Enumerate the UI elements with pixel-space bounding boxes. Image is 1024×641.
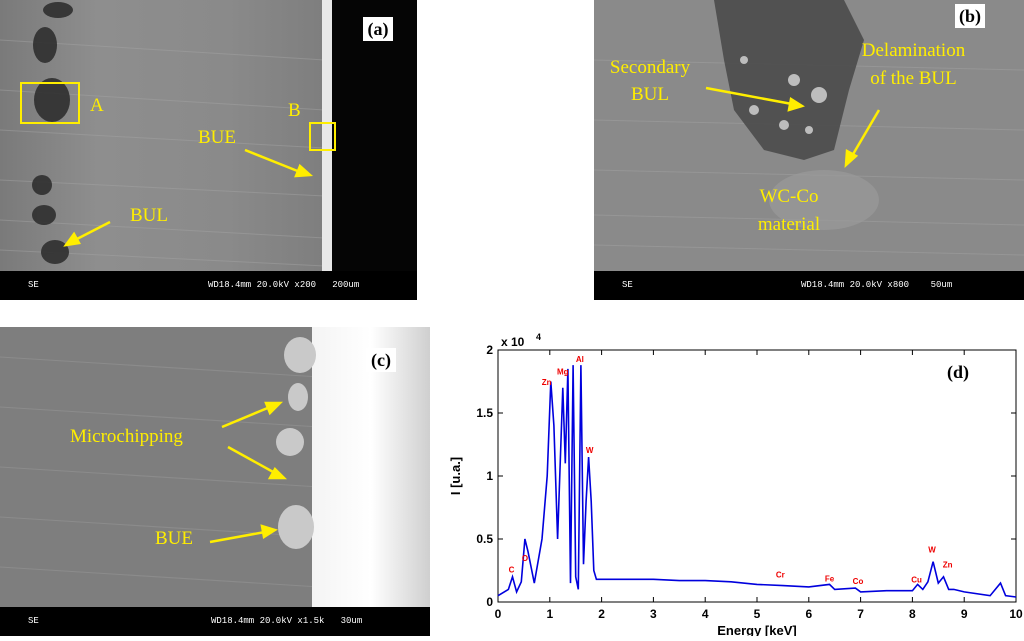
peak-label: Cr <box>776 571 785 580</box>
wcco-label-line2: material <box>757 214 821 235</box>
sem-panel-a: (a) A B BUE BUL SE WD18.4mm 20.0kV x200 … <box>0 0 417 300</box>
peak-label: C <box>509 566 515 575</box>
x-tick-label: 6 <box>805 607 812 621</box>
sem-panel-b: (b) Secondary BUL Delamination of the BU… <box>594 0 1024 300</box>
sem-image-b <box>594 0 1024 272</box>
bue-label: BUE <box>155 528 193 549</box>
y-multiplier-label: x 10 <box>501 335 525 349</box>
delamination-label-line1: Delamination <box>861 40 966 61</box>
scale-bar: SE WD18.4mm 20.0kV x200 200um <box>0 271 417 300</box>
x-tick-label: 0 <box>495 607 502 621</box>
peak-label: Mg <box>557 368 569 377</box>
x-axis-label: Energy [keV] <box>717 623 796 636</box>
spectrum-line <box>497 365 1017 598</box>
y-tick-label: 1.5 <box>476 406 493 420</box>
microchipping-label: Microchipping <box>70 426 183 447</box>
peak-label: W <box>586 446 594 455</box>
box-label-a: A <box>90 95 104 116</box>
detector-label: SE <box>28 616 39 626</box>
scale-bar: SE WD18.4mm 20.0kV x1.5k 30um <box>0 607 430 636</box>
x-tick-label: 7 <box>857 607 864 621</box>
x-tick-label: 10 <box>1009 607 1023 621</box>
y-multiplier-exponent: 4 <box>536 332 541 342</box>
panel-label: (a) <box>363 17 393 41</box>
panel-label: (d) <box>943 360 973 384</box>
panel-label: (b) <box>955 4 985 28</box>
bul-label: BUL <box>130 205 168 226</box>
x-tick-label: 8 <box>909 607 916 621</box>
bue-label: BUE <box>198 127 236 148</box>
peak-label: Co <box>853 577 864 586</box>
x-tick-label: 5 <box>754 607 761 621</box>
detector-label: SE <box>622 280 633 290</box>
y-tick-label: 1 <box>486 469 493 483</box>
y-tick-label: 0 <box>486 595 493 609</box>
spectrum-svg: 0 1 2 3 4 5 6 7 8 9 10 0 0.5 1 1.5 2 x 10 4 Energy [keV] I … <box>448 332 1023 638</box>
panel-label: (c) <box>366 348 396 372</box>
peak-label: Zn <box>542 378 552 387</box>
sem-image-c <box>0 327 430 608</box>
scale-bar: SE WD18.4mm 20.0kV x800 50um <box>594 271 1024 300</box>
eds-spectrum-chart: 0 1 2 3 4 5 6 7 8 9 10 0 0.5 1 1.5 2 x 10 4 Energy [keV] I … <box>443 332 1024 638</box>
x-tick-label: 4 <box>702 607 709 621</box>
scale-info: WD18.4mm 20.0kV x800 50um <box>801 280 953 290</box>
y-axis-label: I [u.a.] <box>448 457 463 495</box>
x-tick-label: 9 <box>961 607 968 621</box>
peak-label: W <box>928 545 936 554</box>
scale-info: WD18.4mm 20.0kV x1.5k 30um <box>211 616 363 626</box>
sem-image-a <box>0 0 417 272</box>
secondary-bul-label-line1: Secondary <box>609 57 691 78</box>
x-tick-label: 1 <box>546 607 553 621</box>
peak-label: Fe <box>825 574 835 583</box>
y-tick-label: 2 <box>486 343 493 357</box>
x-tick-label: 2 <box>598 607 605 621</box>
secondary-bul-label-line2: BUL <box>631 84 669 105</box>
wcco-label-line1: WC-Co <box>759 186 819 207</box>
peak-label: Al <box>576 355 584 364</box>
peak-label: Zn <box>943 561 953 570</box>
peak-label: O <box>522 554 528 563</box>
delamination-label-line2: of the BUL <box>870 68 957 89</box>
x-tick-label: 3 <box>650 607 657 621</box>
sem-panel-c: (c) Microchipping BUE SE WD18.4mm 20.0kV… <box>0 327 430 636</box>
scale-info: WD18.4mm 20.0kV x200 200um <box>208 280 360 290</box>
detector-label: SE <box>28 280 39 290</box>
box-label-b: B <box>288 100 301 121</box>
peak-label: Cu <box>911 576 922 585</box>
y-tick-label: 0.5 <box>476 532 493 546</box>
